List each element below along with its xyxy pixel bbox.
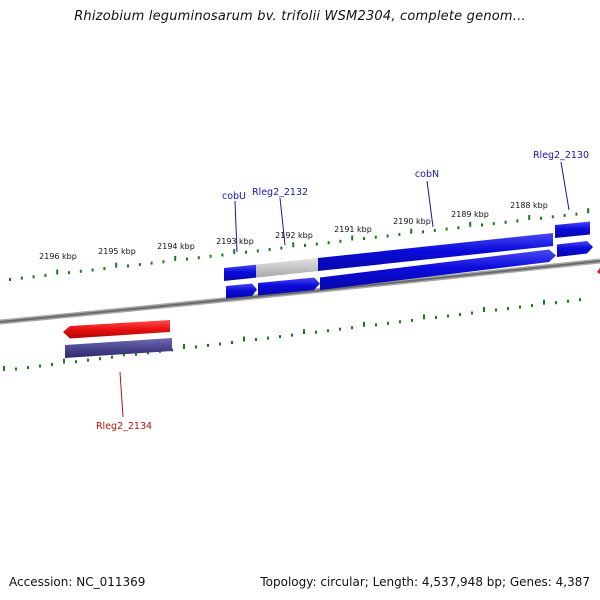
tick-label-2192: 2192 kbp xyxy=(275,231,313,240)
gene-rleg2-2134[interactable] xyxy=(65,338,172,358)
gene-rleg2-2130[interactable] xyxy=(555,221,590,239)
gene-cobu[interactable] xyxy=(224,264,256,281)
accession-label: Accession: NC_011369 xyxy=(9,575,146,589)
label-leaders xyxy=(119,161,570,418)
upper-tick-track xyxy=(9,208,590,281)
cds-rleg2-2130-arrow[interactable] xyxy=(557,241,593,257)
gene-labels: cobU Rleg2_2132 cobN Rleg2_2130 Rleg2_21… xyxy=(96,150,589,432)
tick-label-2189: 2189 kbp xyxy=(451,210,489,219)
cds-cobn-arrow[interactable] xyxy=(320,249,556,291)
gene-rleg2-2132-pseudo[interactable] xyxy=(256,258,318,278)
cds-rleg2-2132-arrow[interactable] xyxy=(258,277,320,296)
backbone-marker xyxy=(597,268,600,274)
forward-gene-track xyxy=(224,221,590,281)
tick-label-2188: 2188 kbp xyxy=(510,201,548,210)
tick-label-2194: 2194 kbp xyxy=(157,242,195,251)
gene-label-rleg2-2134[interactable]: Rleg2_2134 xyxy=(96,421,152,432)
tick-label-2195: 2195 kbp xyxy=(98,247,136,256)
upper-tick-labels: 2196 kbp 2195 kbp 2194 kbp 2193 kbp 2192… xyxy=(39,201,548,261)
genome-stats-label: Topology: circular; Length: 4,537,948 bp… xyxy=(260,575,590,589)
gene-cobn[interactable] xyxy=(318,233,553,271)
forward-cds-track xyxy=(226,241,593,299)
reverse-gene-track xyxy=(63,320,172,358)
genome-title: Rhizobium leguminosarum bv. trifolii WSM… xyxy=(74,9,526,24)
tick-label-2196: 2196 kbp xyxy=(39,252,77,261)
tick-label-2190: 2190 kbp xyxy=(393,217,431,226)
tick-label-2193: 2193 kbp xyxy=(216,237,254,246)
cds-rleg2-2134-arrow[interactable] xyxy=(63,320,170,339)
gene-label-cobu[interactable]: cobU xyxy=(222,191,246,202)
genome-backbone-line xyxy=(0,260,600,323)
gene-label-rleg2-2130[interactable]: Rleg2_2130 xyxy=(533,150,589,161)
lower-tick-track xyxy=(3,298,581,371)
gene-label-rleg2-2132[interactable]: Rleg2_2132 xyxy=(252,187,308,198)
gene-label-cobn[interactable]: cobN xyxy=(415,169,439,180)
cds-cobu-arrow[interactable] xyxy=(226,283,257,299)
tick-label-2191: 2191 kbp xyxy=(334,225,372,234)
